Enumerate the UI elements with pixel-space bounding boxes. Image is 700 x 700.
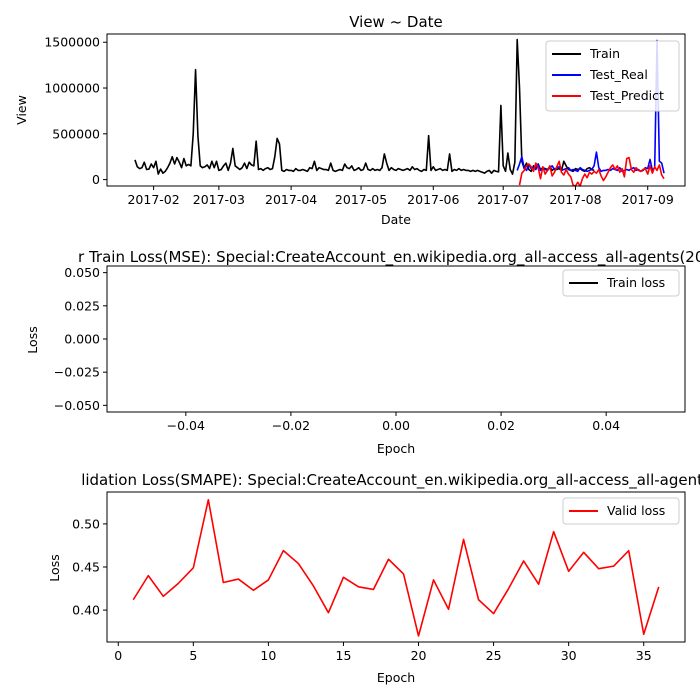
chart-train-loss: r Train Loss(MSE): Special:CreateAccount… <box>25 248 700 456</box>
chart3-y-axis: 0.40 0.45 0.50 <box>72 516 107 618</box>
chart2-x-axis: −0.04 −0.02 0.00 0.02 0.04 <box>167 412 620 433</box>
chart3-y-label: Loss <box>47 554 62 581</box>
chart2-legend: Train loss <box>562 269 680 297</box>
x-tick-label: 0 <box>114 648 122 663</box>
y-tick-label: −0.050 <box>54 398 100 413</box>
chart2-title: r Train Loss(MSE): Special:CreateAccount… <box>78 248 700 267</box>
chart3-plot-area <box>132 498 660 637</box>
chart1-plot-area <box>134 38 665 187</box>
chart-view-date: View ~ Date 2017-02 2017-03 2017-04 2017-05… <box>14 13 686 227</box>
x-tick-label: −0.02 <box>272 418 310 433</box>
legend-label-test-predict: Test_Predict <box>589 88 664 103</box>
x-tick-label: 0.00 <box>382 418 410 433</box>
chart1-legend-box <box>545 40 680 112</box>
y-tick-label: 1000000 <box>44 81 100 96</box>
x-tick-label: 25 <box>486 648 502 663</box>
x-tick-label: 2017-03 <box>193 192 245 207</box>
chart1-title: View ~ Date <box>349 13 443 31</box>
chart1-frame <box>106 33 686 187</box>
x-tick-label: 2017-06 <box>407 192 459 207</box>
x-tick-label: 10 <box>260 648 276 663</box>
x-tick-label: 20 <box>411 648 427 663</box>
chart1-y-axis: 0 500000 1000000 1500000 <box>44 35 107 187</box>
legend-label-train-loss: Train loss <box>606 275 665 290</box>
x-tick-label: 15 <box>336 648 352 663</box>
x-tick-label: 30 <box>561 648 577 663</box>
x-tick-label: 2017-07 <box>477 192 529 207</box>
series-line-train <box>134 38 595 175</box>
chart2-x-label: Epoch <box>377 441 415 456</box>
x-tick-label: 2017-02 <box>127 192 179 207</box>
x-tick-label: 35 <box>636 648 652 663</box>
chart1-x-label: Date <box>381 212 411 227</box>
y-tick-label: 0.50 <box>72 516 100 531</box>
y-tick-label: 1500000 <box>44 35 100 50</box>
legend-label-test-real: Test_Real <box>589 67 648 82</box>
chart1-x-axis: 2017-02 2017-03 2017-04 2017-05 2017-06 2017-… <box>127 186 674 207</box>
y-tick-label: 0 <box>92 172 100 187</box>
x-tick-label: 5 <box>189 648 197 663</box>
y-tick-label: 0.40 <box>72 603 100 618</box>
x-tick-label: 2017-05 <box>335 192 387 207</box>
y-tick-label: 0.025 <box>64 298 100 313</box>
chart2-y-label: Loss <box>25 326 40 353</box>
chart1-legend: Train Test_Real Test_Predict <box>545 40 680 112</box>
x-tick-label: 0.02 <box>487 418 515 433</box>
series-line-test-predict <box>518 156 665 187</box>
y-tick-label: 0.050 <box>64 265 100 280</box>
y-tick-label: 500000 <box>52 126 100 141</box>
chart3-legend: Valid loss <box>562 497 680 525</box>
legend-label-valid-loss: Valid loss <box>607 503 665 518</box>
chart3-x-axis: 0 5 10 15 20 25 30 35 <box>114 642 652 663</box>
x-tick-label: 2017-08 <box>549 192 601 207</box>
chart3-legend-box <box>562 497 680 525</box>
chart1-y-label: View <box>14 95 29 125</box>
y-tick-label: 0.45 <box>72 560 100 575</box>
x-tick-label: 0.04 <box>592 418 620 433</box>
chart2-legend-box <box>562 269 680 297</box>
y-tick-label: −0.025 <box>54 365 100 380</box>
y-tick-label: 0.000 <box>64 332 100 347</box>
x-tick-label: 2017-09 <box>622 192 674 207</box>
legend-label-train: Train <box>589 46 620 61</box>
x-tick-label: −0.04 <box>167 418 205 433</box>
chart-valid-loss: lidation Loss(SMAPE): Special:CreateAcco… <box>47 471 700 685</box>
x-tick-label: 2017-04 <box>265 192 317 207</box>
chart2-y-axis: −0.050 −0.025 0.000 0.025 0.050 <box>54 265 107 413</box>
chart3-x-label: Epoch <box>377 670 415 685</box>
chart3-title: lidation Loss(SMAPE): Special:CreateAcco… <box>81 471 700 490</box>
series-line-valid-loss <box>132 498 660 637</box>
